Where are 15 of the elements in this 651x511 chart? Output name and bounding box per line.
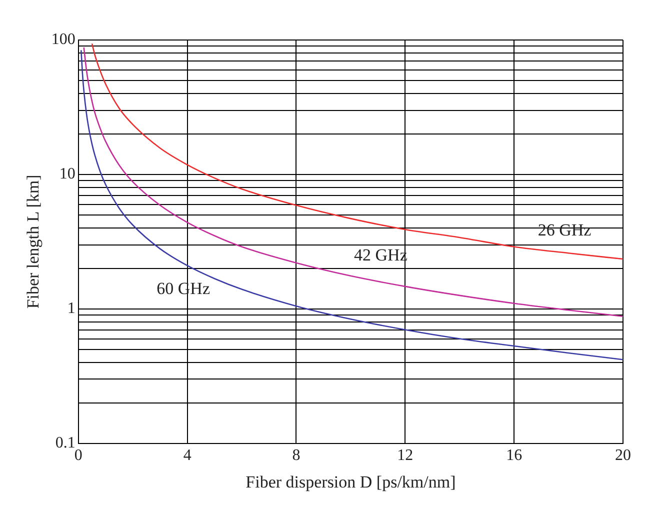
y-tick-label: 0.1 [55,434,76,452]
x-tick-label: 8 [292,447,300,464]
line-series [83,46,623,318]
x-tick-label: 4 [183,447,192,464]
y-axis-title: Fiber length L [km] [24,174,43,309]
y-tick-label: 10 [59,166,76,183]
y-tick-label: 100 [51,31,76,48]
x-tick-label: 0 [74,447,82,464]
y-tick-label: 1 [67,300,76,318]
x-tick-label: 12 [397,447,414,464]
line-series [91,42,623,260]
x-axis-title: Fiber dispersion D [ps/km/nm] [246,472,456,492]
line-series [80,50,623,360]
x-tick-label: 20 [615,447,631,464]
x-tick-label: 16 [506,447,522,464]
